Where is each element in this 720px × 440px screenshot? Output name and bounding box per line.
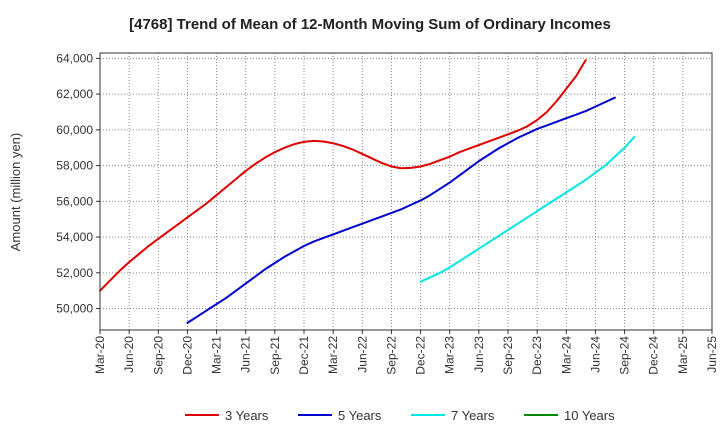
x-tick-label: Jun-24 <box>588 336 602 373</box>
y-tick-label: 50,000 <box>56 302 93 316</box>
x-tick-label: Sep-24 <box>618 336 632 375</box>
series-line-7-years <box>419 135 636 283</box>
legend-label-3-years: 3 Years <box>225 408 269 423</box>
x-tick-label: Dec-23 <box>530 336 544 375</box>
legend-label-10-years: 10 Years <box>564 408 615 423</box>
x-tick-label: Jun-25 <box>705 336 719 373</box>
legend: 3 Years 5 Years 7 Years 10 Years <box>185 408 615 423</box>
series-line-3-years <box>99 59 587 292</box>
plot-frame <box>99 52 713 331</box>
chart-title: [4768] Trend of Mean of 12-Month Moving … <box>129 16 611 33</box>
x-tick-label: Mar-24 <box>559 336 573 374</box>
y-ticks: 50,000 52,000 54,000 56,000 58,000 60,000 62,0… <box>56 51 100 316</box>
x-tick-label: Mar-22 <box>326 336 340 374</box>
x-ticks: Mar-20 Jun-20 Sep-20 Dec-20 Mar-21 Jun-21 Sep-… <box>93 330 719 375</box>
y-tick-label: 52,000 <box>56 266 93 280</box>
y-axis-label: Amount (million yen) <box>8 133 23 252</box>
y-tick-label: 60,000 <box>56 123 93 137</box>
x-tick-label: Sep-21 <box>268 336 282 375</box>
x-tick-label: Sep-22 <box>384 336 398 375</box>
y-tick-label: 62,000 <box>56 87 93 101</box>
x-tick-label: Jun-21 <box>239 336 253 373</box>
legend-label-5-years: 5 Years <box>338 408 382 423</box>
x-tick-label: Mar-20 <box>93 336 107 374</box>
x-tick-label: Dec-22 <box>414 336 428 375</box>
x-tick-label: Dec-21 <box>297 336 311 375</box>
y-tick-label: 54,000 <box>56 230 93 244</box>
series-line-5-years <box>186 96 616 324</box>
x-tick-label: Sep-20 <box>151 336 165 375</box>
series-lines <box>99 59 636 324</box>
x-tick-label: Mar-25 <box>676 336 690 374</box>
x-tick-label: Jun-23 <box>472 336 486 373</box>
x-tick-label: Jun-22 <box>355 336 369 373</box>
x-tick-label: Dec-24 <box>647 336 661 375</box>
grid <box>100 53 712 330</box>
y-tick-label: 56,000 <box>56 194 93 208</box>
x-tick-label: Sep-23 <box>501 336 515 375</box>
x-tick-label: Jun-20 <box>122 336 136 373</box>
x-tick-label: Mar-21 <box>210 336 224 374</box>
y-tick-label: 64,000 <box>56 51 93 65</box>
y-tick-label: 58,000 <box>56 159 93 173</box>
legend-label-7-years: 7 Years <box>451 408 495 423</box>
x-tick-label: Mar-23 <box>443 336 457 374</box>
x-tick-label: Dec-20 <box>180 336 194 375</box>
